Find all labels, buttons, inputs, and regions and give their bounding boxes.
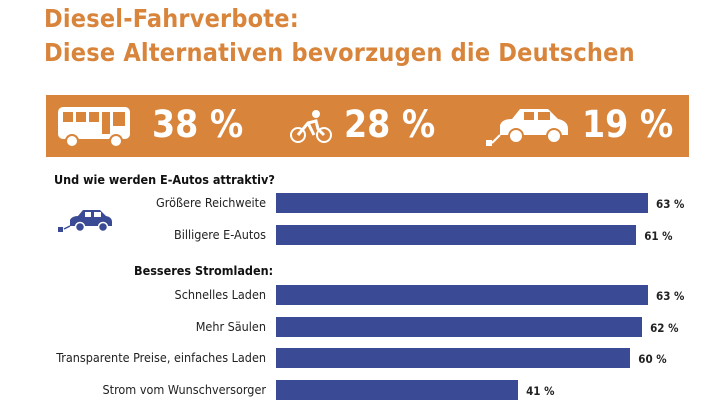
value-label: 41 % [526, 384, 555, 398]
value-label: 63 % [656, 197, 685, 211]
category-label: Größere Reichweite [156, 195, 266, 210]
category-label: Mehr Säulen [195, 319, 266, 334]
bicycle-share: 28 % [344, 103, 436, 146]
banner: 38 % 28 % 19 % [46, 95, 689, 157]
category-label: Schnelles Laden [174, 287, 266, 302]
value-label: 63 % [656, 289, 685, 303]
title-line-2: Diese Alternativen bevorzugen die Deutsc… [44, 38, 635, 67]
electric-car-icon [486, 109, 568, 146]
section-heading-stromladen: Besseres Stromladen: [134, 263, 274, 278]
category-label: Strom vom Wunschversorger [102, 382, 266, 397]
value-label: 61 % [644, 229, 673, 243]
bus-share: 38 % [152, 103, 244, 146]
bar [276, 193, 648, 213]
category-label: Billigere E-Autos [174, 227, 266, 242]
bar [276, 225, 637, 245]
electric-car-share: 19 % [582, 103, 674, 146]
bar [276, 348, 631, 368]
title-line-1: Diesel-Fahrverbote: [44, 4, 299, 33]
bicycle-icon [290, 110, 332, 143]
value-label: 60 % [638, 352, 667, 366]
category-label: Transparente Preise, einfaches Laden [56, 350, 266, 365]
bar [276, 285, 648, 305]
value-label: 62 % [650, 321, 679, 335]
bar [276, 317, 643, 337]
section-heading-e-autos: Und wie werden E-Autos attraktiv? [54, 172, 275, 187]
bar [276, 380, 519, 400]
electric-car-icon [58, 210, 112, 232]
bus-icon [58, 107, 130, 148]
